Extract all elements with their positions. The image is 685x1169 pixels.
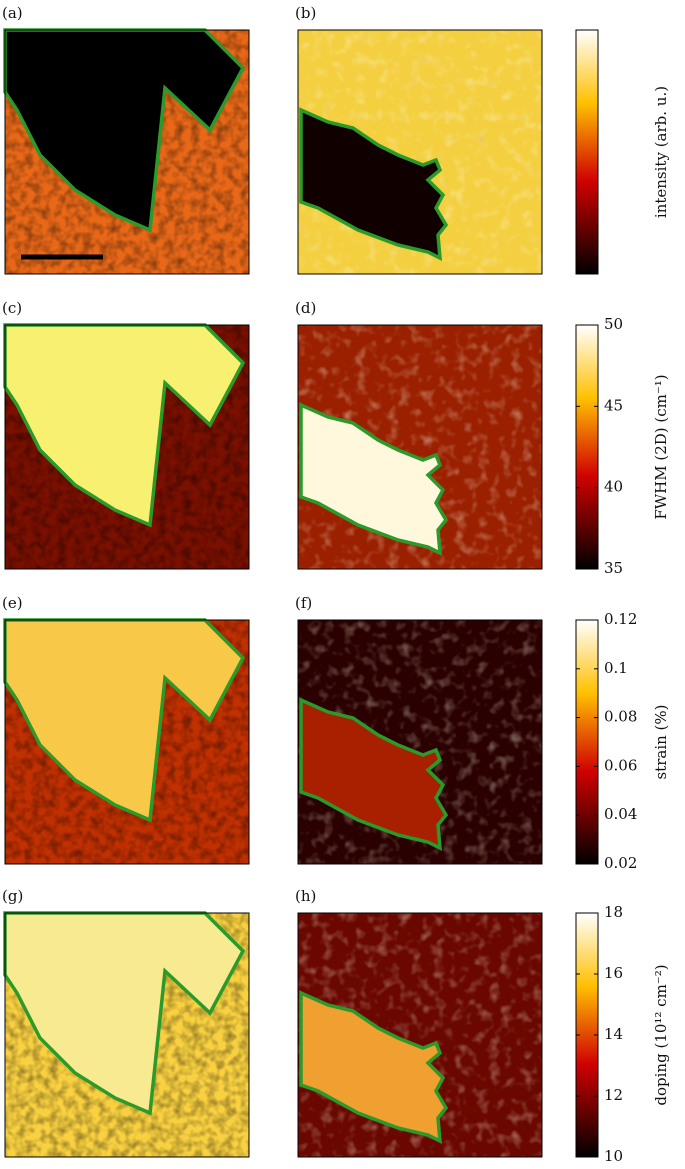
colorbar-tick-label: 0.08 [604, 708, 637, 726]
colorbar [575, 619, 599, 865]
panel-label: (d) [295, 299, 316, 317]
colorbar-tick-label: 0.02 [604, 854, 637, 872]
colorbar-label: doping (10¹² cm⁻²) [652, 964, 670, 1105]
region-fill [301, 993, 446, 1141]
panel-frame [4, 912, 250, 1158]
region-outline [299, 697, 449, 851]
heatmap-panel: (h) [295, 887, 543, 1158]
panel-frame [297, 324, 543, 570]
colorbars: intensity (arb. u.) FWHM (2D) (cm⁻¹) 35 40 4… [575, 29, 670, 1165]
panel-frame [4, 29, 250, 275]
panels: (a) (b) (c) (d) (e) (f) (g) (h) [2, 4, 543, 1158]
colorbar-tick-label: 50 [604, 315, 623, 333]
heatmap-panel: (f) [295, 594, 543, 865]
heatmap-panel: (b) [295, 4, 543, 275]
panel-frame [297, 912, 543, 1158]
colorbar-label: FWHM (2D) (cm⁻¹) [652, 374, 670, 519]
colorbar-label: strain (%) [652, 704, 670, 779]
panel-label: (a) [2, 4, 23, 22]
panel-label: (c) [2, 299, 22, 317]
panel-frame [4, 324, 250, 570]
region-outline [3, 618, 246, 823]
region-fill [5, 620, 243, 820]
region-outline [3, 911, 246, 1116]
region-fill [5, 325, 243, 525]
panel-frame [297, 619, 543, 865]
panel-label: (f) [295, 594, 312, 612]
colorbar-tick-label: 40 [604, 478, 623, 496]
region-outline [299, 990, 449, 1144]
colorbar-tick-label: 18 [604, 903, 623, 921]
colorbar-tick-label: 35 [604, 559, 623, 577]
colorbar [575, 324, 599, 570]
colorbar-tick-label: 0.06 [604, 756, 637, 774]
region-fill [5, 30, 243, 230]
colorbar-tick-label: 12 [604, 1086, 623, 1104]
panel-frame [297, 29, 543, 275]
colorbar [575, 29, 599, 275]
heatmap-panel: (e) [2, 594, 250, 865]
colorbar-tick-label: 14 [604, 1025, 623, 1043]
heatmap-panel: (a) [2, 4, 250, 275]
region-fill [301, 700, 446, 848]
panel-label: (e) [2, 594, 23, 612]
colorbar-tick-label: 45 [604, 396, 623, 414]
region-fill [301, 405, 446, 553]
panel-frame [4, 619, 250, 865]
region-outline [3, 28, 246, 233]
colorbar-tick-label: 0.04 [604, 805, 637, 823]
heatmap-panel: (c) [2, 299, 250, 570]
region-outline [299, 107, 449, 261]
colorbar-label: intensity (arb. u.) [652, 86, 670, 218]
colorbar-tick-label: 16 [604, 964, 623, 982]
colorbar-tick-label: 0.12 [604, 610, 637, 628]
panel-label: (g) [2, 887, 23, 905]
region-fill [5, 913, 243, 1113]
colorbar-tick-label: 0.1 [604, 659, 628, 677]
colorbar-tick-label: 10 [604, 1147, 623, 1165]
region-outline [299, 402, 449, 556]
region-outline [3, 323, 246, 528]
panel-label: (h) [295, 887, 316, 905]
heatmap-panel: (d) [295, 299, 543, 570]
region-fill [301, 110, 446, 258]
panel-label: (b) [295, 4, 316, 22]
heatmap-panel: (g) [2, 887, 250, 1158]
